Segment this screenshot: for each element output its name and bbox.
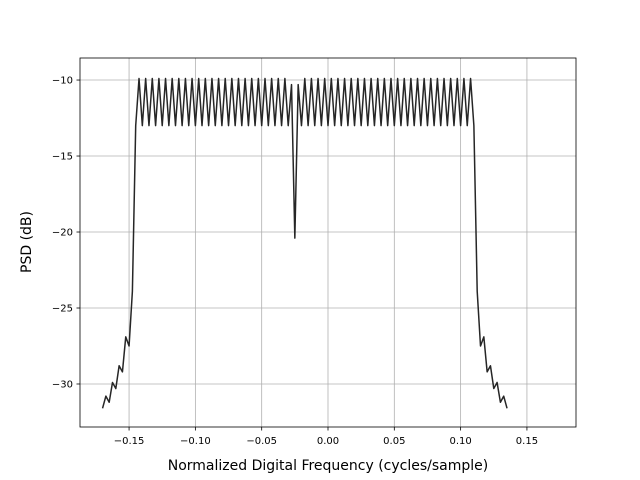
- y-tick-label: −25: [52, 304, 73, 315]
- y-tick-label: −20: [52, 228, 73, 239]
- psd-line: [101, 77, 508, 409]
- x-tick-label: 0.15: [516, 436, 538, 447]
- y-tick-label: −15: [52, 152, 73, 163]
- x-tick-label: −0.15: [114, 436, 145, 447]
- x-tick-label: 0.10: [449, 436, 471, 447]
- y-tick-label: −30: [52, 379, 73, 390]
- y-axis-label: PSD (dB): [19, 211, 35, 273]
- y-tick-label: −10: [52, 76, 73, 87]
- x-tick-label: 0.05: [383, 436, 405, 447]
- plot-frame: [79, 57, 577, 428]
- x-axis-label: Normalized Digital Frequency (cycles/sam…: [168, 458, 489, 474]
- x-tick-label: 0.00: [317, 436, 339, 447]
- x-tick-label: −0.05: [246, 436, 277, 447]
- x-tick-label: −0.10: [180, 436, 211, 447]
